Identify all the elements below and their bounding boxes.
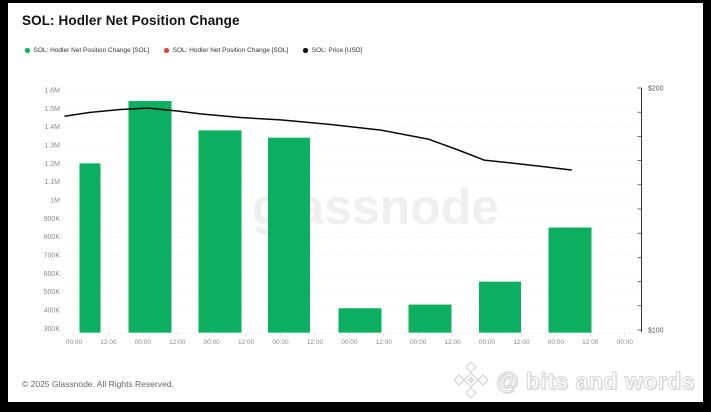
legend-item-hodler-net-position-red[interactable]: SOL: Hodler Net Position Change [SOL] xyxy=(164,47,288,54)
svg-text:12:00: 12:00 xyxy=(582,339,599,346)
chart-card xyxy=(8,3,703,402)
svg-text:00:00: 00:00 xyxy=(341,339,358,346)
chart-legend: SOL: Hodler Net Position Change [SOL] SO… xyxy=(25,47,362,54)
svg-text:$200: $200 xyxy=(648,85,664,92)
bits-and-words-watermark: @ bits and words xyxy=(453,361,695,401)
legend-swatch-black-icon xyxy=(303,48,308,53)
svg-text:1.2M: 1.2M xyxy=(44,161,60,168)
svg-text:00:00: 00:00 xyxy=(548,339,565,346)
svg-text:12:00: 12:00 xyxy=(376,339,393,346)
svg-text:400K: 400K xyxy=(44,307,61,314)
svg-text:00:00: 00:00 xyxy=(617,339,634,346)
svg-text:12:00: 12:00 xyxy=(238,339,255,346)
svg-text:00:00: 00:00 xyxy=(272,339,289,346)
svg-text:1.6M: 1.6M xyxy=(44,87,60,94)
svg-text:1.1M: 1.1M xyxy=(44,179,60,186)
legend-item-hodler-net-position-green[interactable]: SOL: Hodler Net Position Change [SOL] xyxy=(25,47,149,54)
legend-swatch-green-icon xyxy=(25,48,30,53)
copyright-text: © 2025 Glassnode. All Rights Reserved. xyxy=(22,379,174,389)
svg-text:1.5M: 1.5M xyxy=(44,106,60,113)
svg-text:700K: 700K xyxy=(44,252,61,259)
svg-text:00:00: 00:00 xyxy=(410,339,427,346)
handle-text: @ bits and words xyxy=(495,367,695,394)
legend-item-label: SOL: Hodler Net Position Change [SOL] xyxy=(33,47,150,54)
svg-text:00:00: 00:00 xyxy=(66,339,83,346)
page-title: SOL: Hodler Net Position Change xyxy=(22,13,240,28)
svg-text:12:00: 12:00 xyxy=(307,339,324,346)
svg-text:1.4M: 1.4M xyxy=(44,124,60,131)
svg-text:800K: 800K xyxy=(44,234,61,241)
svg-text:$100: $100 xyxy=(648,327,664,334)
legend-swatch-red-icon xyxy=(164,48,169,53)
svg-text:300K: 300K xyxy=(44,326,61,333)
svg-text:12:00: 12:00 xyxy=(513,339,530,346)
svg-text:1M: 1M xyxy=(50,197,60,204)
svg-text:12:00: 12:00 xyxy=(100,339,117,346)
svg-text:00:00: 00:00 xyxy=(135,339,152,346)
svg-text:00:00: 00:00 xyxy=(479,339,496,346)
legend-item-label: SOL: Hodler Net Position Change [SOL] xyxy=(172,47,289,54)
legend-item-sol-price[interactable]: SOL: Price [USD] xyxy=(303,47,362,54)
diamond-logo-icon xyxy=(453,361,489,399)
svg-text:900K: 900K xyxy=(44,216,61,223)
svg-text:600K: 600K xyxy=(44,271,61,278)
svg-text:1.3M: 1.3M xyxy=(44,142,60,149)
svg-text:12:00: 12:00 xyxy=(444,339,461,346)
legend-item-label: SOL: Price [USD] xyxy=(311,47,363,54)
svg-text:00:00: 00:00 xyxy=(204,339,221,346)
svg-text:12:00: 12:00 xyxy=(169,339,186,346)
svg-text:500K: 500K xyxy=(44,289,61,296)
